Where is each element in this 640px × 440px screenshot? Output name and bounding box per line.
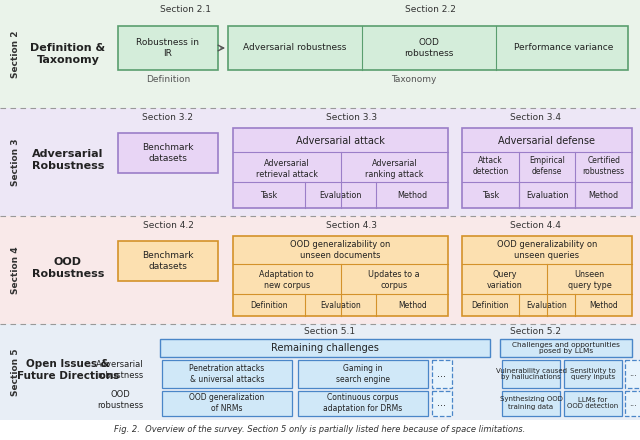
Text: Section 2.2: Section 2.2 xyxy=(404,5,456,15)
Text: OOD generalizability on
unseen documents: OOD generalizability on unseen documents xyxy=(291,240,390,260)
Text: Definition: Definition xyxy=(472,301,509,309)
Text: Query
variation: Query variation xyxy=(486,270,522,290)
Text: Section 3.3: Section 3.3 xyxy=(326,114,378,122)
Text: ...: ... xyxy=(438,369,447,379)
Bar xyxy=(500,339,632,357)
Bar xyxy=(228,26,628,70)
Text: OOD generalization
of NRMs: OOD generalization of NRMs xyxy=(189,393,264,413)
Text: Unseen
query type: Unseen query type xyxy=(568,270,611,290)
Text: Section 4.3: Section 4.3 xyxy=(326,221,378,231)
Bar xyxy=(0,324,30,420)
Text: Section 4.2: Section 4.2 xyxy=(143,221,193,231)
Text: Task: Task xyxy=(482,191,499,199)
Text: Performance variance: Performance variance xyxy=(515,44,614,52)
Text: Evaluation: Evaluation xyxy=(320,301,361,309)
Text: OOD generalizability on
unseen queries: OOD generalizability on unseen queries xyxy=(497,240,597,260)
Text: Method: Method xyxy=(398,301,426,309)
Text: OOD
robustness: OOD robustness xyxy=(97,390,143,410)
Text: Sensitivity to
query inputs: Sensitivity to query inputs xyxy=(570,367,616,381)
Text: Adversarial robustness: Adversarial robustness xyxy=(243,44,347,52)
Bar xyxy=(233,236,448,316)
Bar xyxy=(298,391,428,416)
Text: Penetration attacks
& universal attacks: Penetration attacks & universal attacks xyxy=(189,364,264,384)
Text: Robustness in
IR: Robustness in IR xyxy=(136,38,200,58)
Text: Gaming in
search engine: Gaming in search engine xyxy=(336,364,390,384)
Text: Attack
detection: Attack detection xyxy=(472,156,508,176)
Text: Method: Method xyxy=(589,301,618,309)
Text: Certified
robustness: Certified robustness xyxy=(582,156,625,176)
Text: Challenges and opportunities
posed by LLMs: Challenges and opportunities posed by LL… xyxy=(512,341,620,355)
Text: Vulnerability caused
by hallucinations: Vulnerability caused by hallucinations xyxy=(495,367,566,381)
Text: Open Issues &
Future Directions: Open Issues & Future Directions xyxy=(17,359,119,381)
Text: Continuous corpus
adaptation for DRMs: Continuous corpus adaptation for DRMs xyxy=(323,393,403,413)
Text: Taxonomy: Taxonomy xyxy=(391,76,436,84)
Text: Method: Method xyxy=(589,191,619,199)
Text: ...: ... xyxy=(629,370,637,378)
Bar xyxy=(432,360,452,388)
Bar xyxy=(118,241,218,281)
Text: Benchmark
datasets: Benchmark datasets xyxy=(142,251,194,271)
Text: Adaptation to
new corpus: Adaptation to new corpus xyxy=(259,270,314,290)
Text: Adversarial
retrieval attack: Adversarial retrieval attack xyxy=(256,159,317,179)
Bar xyxy=(625,360,640,388)
Bar xyxy=(0,0,640,108)
Text: Adversarial defense: Adversarial defense xyxy=(499,136,595,146)
Text: Evaluation: Evaluation xyxy=(319,191,362,199)
Bar xyxy=(162,360,292,388)
Text: OOD
robustness: OOD robustness xyxy=(404,38,454,58)
Text: Updates to a
corpus: Updates to a corpus xyxy=(369,270,420,290)
Text: Adversarial
robustness: Adversarial robustness xyxy=(96,360,144,380)
Text: Adversarial
Robustness: Adversarial Robustness xyxy=(32,149,104,171)
Text: ...: ... xyxy=(629,399,637,407)
Text: Method: Method xyxy=(397,191,428,199)
Bar xyxy=(462,236,632,316)
Bar xyxy=(0,108,640,216)
Text: Section 2.1: Section 2.1 xyxy=(159,5,211,15)
Bar xyxy=(432,391,452,416)
Bar xyxy=(118,26,218,70)
Text: Section 5.1: Section 5.1 xyxy=(305,327,356,337)
Text: Synthesizing OOD
training data: Synthesizing OOD training data xyxy=(500,396,563,410)
Text: Benchmark
datasets: Benchmark datasets xyxy=(142,143,194,163)
Text: ...: ... xyxy=(438,398,447,408)
Text: Section 4: Section 4 xyxy=(10,246,19,294)
Text: Empirical
defense: Empirical defense xyxy=(529,156,565,176)
Text: Remaining challenges: Remaining challenges xyxy=(271,343,379,353)
Text: Fig. 2.  Overview of the survey. Section 5 only is partially listed here because: Fig. 2. Overview of the survey. Section … xyxy=(115,425,525,434)
Bar xyxy=(502,391,560,416)
Text: OOD
Robustness: OOD Robustness xyxy=(32,257,104,279)
Bar xyxy=(0,108,30,216)
Text: Section 4.4: Section 4.4 xyxy=(509,221,561,231)
Text: Evaluation: Evaluation xyxy=(526,191,568,199)
Text: Definition: Definition xyxy=(250,301,287,309)
Text: Section 3.4: Section 3.4 xyxy=(509,114,561,122)
Text: Section 2: Section 2 xyxy=(10,30,19,78)
Text: Task: Task xyxy=(260,191,278,199)
Text: Evaluation: Evaluation xyxy=(527,301,568,309)
Bar xyxy=(625,391,640,416)
Bar xyxy=(233,128,448,208)
Bar xyxy=(0,216,640,324)
Bar xyxy=(162,391,292,416)
Text: Definition: Definition xyxy=(146,76,190,84)
Bar xyxy=(298,360,428,388)
Bar xyxy=(564,391,622,416)
Bar xyxy=(502,360,560,388)
Bar xyxy=(0,324,640,420)
Text: Section 3: Section 3 xyxy=(10,138,19,186)
Bar xyxy=(462,128,632,208)
Text: Adversarial attack: Adversarial attack xyxy=(296,136,385,146)
Text: Definition &
Taxonomy: Definition & Taxonomy xyxy=(31,43,106,65)
Bar xyxy=(0,0,30,108)
Text: Section 5: Section 5 xyxy=(10,348,19,396)
Bar xyxy=(564,360,622,388)
Bar xyxy=(0,216,30,324)
Text: Section 5.2: Section 5.2 xyxy=(509,327,561,337)
Text: LLMs for
OOD detection: LLMs for OOD detection xyxy=(568,396,619,410)
Text: Section 3.2: Section 3.2 xyxy=(143,114,193,122)
Bar xyxy=(118,133,218,173)
Text: Adversarial
ranking attack: Adversarial ranking attack xyxy=(365,159,424,179)
Bar xyxy=(160,339,490,357)
